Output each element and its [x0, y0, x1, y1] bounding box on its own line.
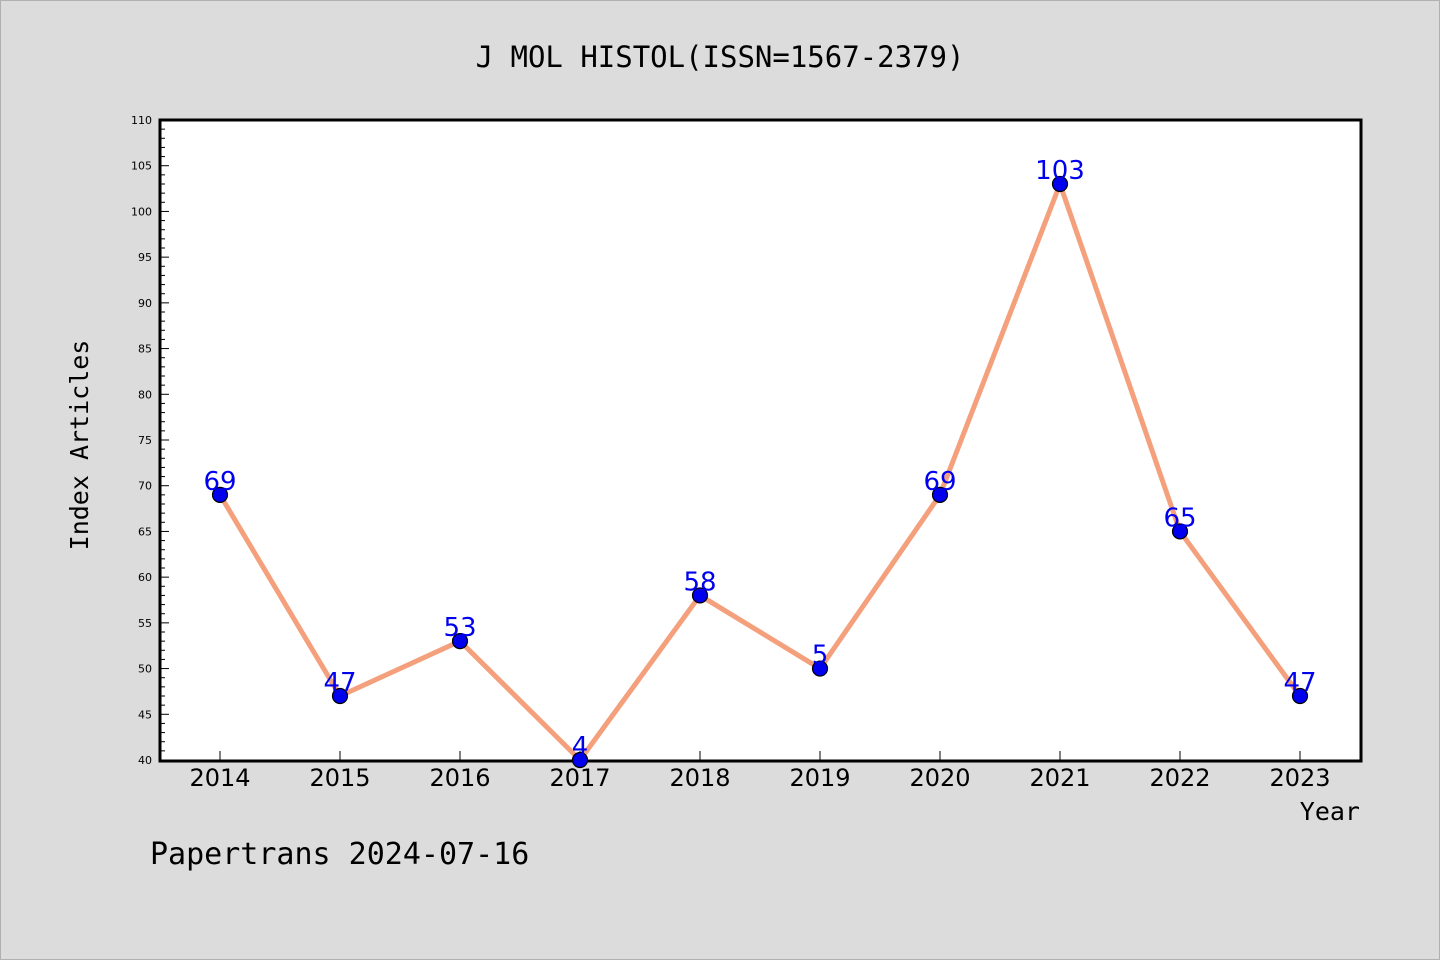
y-tick-label: 95: [138, 251, 152, 264]
y-tick-label: 105: [131, 160, 152, 173]
x-tick-label: 2019: [789, 764, 850, 792]
data-point: [811, 660, 829, 677]
y-axis: 40 45 50 55 60 65 70 75 80 85 90 95 100 105 110: [131, 114, 169, 767]
x-tick-label: 2016: [429, 764, 490, 792]
x-axis: 2014 2015 2016 2017 2018 2019 2020 2021 2022 2023: [189, 751, 1331, 792]
x-tick-label: 2020: [909, 764, 970, 792]
plot-area: [158, 118, 1363, 763]
x-tick-label: 2015: [309, 764, 370, 792]
y-tick-label: 90: [138, 297, 152, 310]
data-point: [571, 751, 589, 769]
data-label: 53: [443, 613, 476, 643]
y-tick-label: 40: [138, 754, 152, 767]
data-label: 5: [812, 641, 829, 671]
y-tick-label: 85: [138, 343, 152, 356]
data-point: [331, 687, 349, 705]
data-label: 103: [1035, 156, 1085, 186]
data-point: [1171, 523, 1189, 540]
data-label: 47: [1283, 668, 1316, 698]
y-tick-label: 100: [131, 205, 152, 218]
y-tick-label: 45: [138, 708, 152, 721]
series-line: [217, 181, 1303, 763]
x-tick-label: 2018: [669, 764, 730, 792]
x-tick-label: 2022: [1149, 764, 1210, 792]
y-tick-label: 80: [138, 388, 152, 401]
data-label: 58: [683, 567, 716, 597]
y-tick-label: 110: [131, 114, 152, 127]
data-point: [931, 486, 949, 503]
data-point: [1051, 175, 1069, 193]
y-tick-label: 50: [138, 663, 152, 676]
x-tick-label: 2017: [549, 764, 610, 792]
footer-text: Papertrans 2024-07-16: [150, 837, 529, 872]
data-point: [1291, 687, 1309, 705]
data-point: [691, 587, 709, 604]
y-tick-label: 65: [138, 525, 152, 538]
x-tick-label: 2023: [1269, 764, 1330, 792]
y-tick-label: 70: [138, 480, 152, 493]
x-axis-label: Year: [1300, 797, 1360, 826]
data-point: [451, 633, 469, 650]
y-tick-label: 60: [138, 571, 152, 584]
x-tick-label: 2014: [189, 764, 250, 792]
series-index-articles: 69 47 53 4 58 5 69 103 65 47: [203, 156, 1317, 769]
y-tick-label: 75: [138, 434, 152, 447]
y-tick-label: 55: [138, 617, 152, 630]
chart-title: J MOL HISTOL(ISSN=1567-2379): [476, 40, 965, 74]
data-label: 65: [1163, 503, 1196, 533]
y-axis-label: Index Articles: [65, 340, 94, 551]
data-label: 69: [923, 467, 956, 497]
x-tick-label: 2021: [1029, 764, 1090, 792]
data-label: 4: [572, 732, 589, 762]
data-label: 47: [323, 668, 356, 698]
data-label: 69: [203, 467, 236, 497]
data-point: [211, 486, 229, 503]
